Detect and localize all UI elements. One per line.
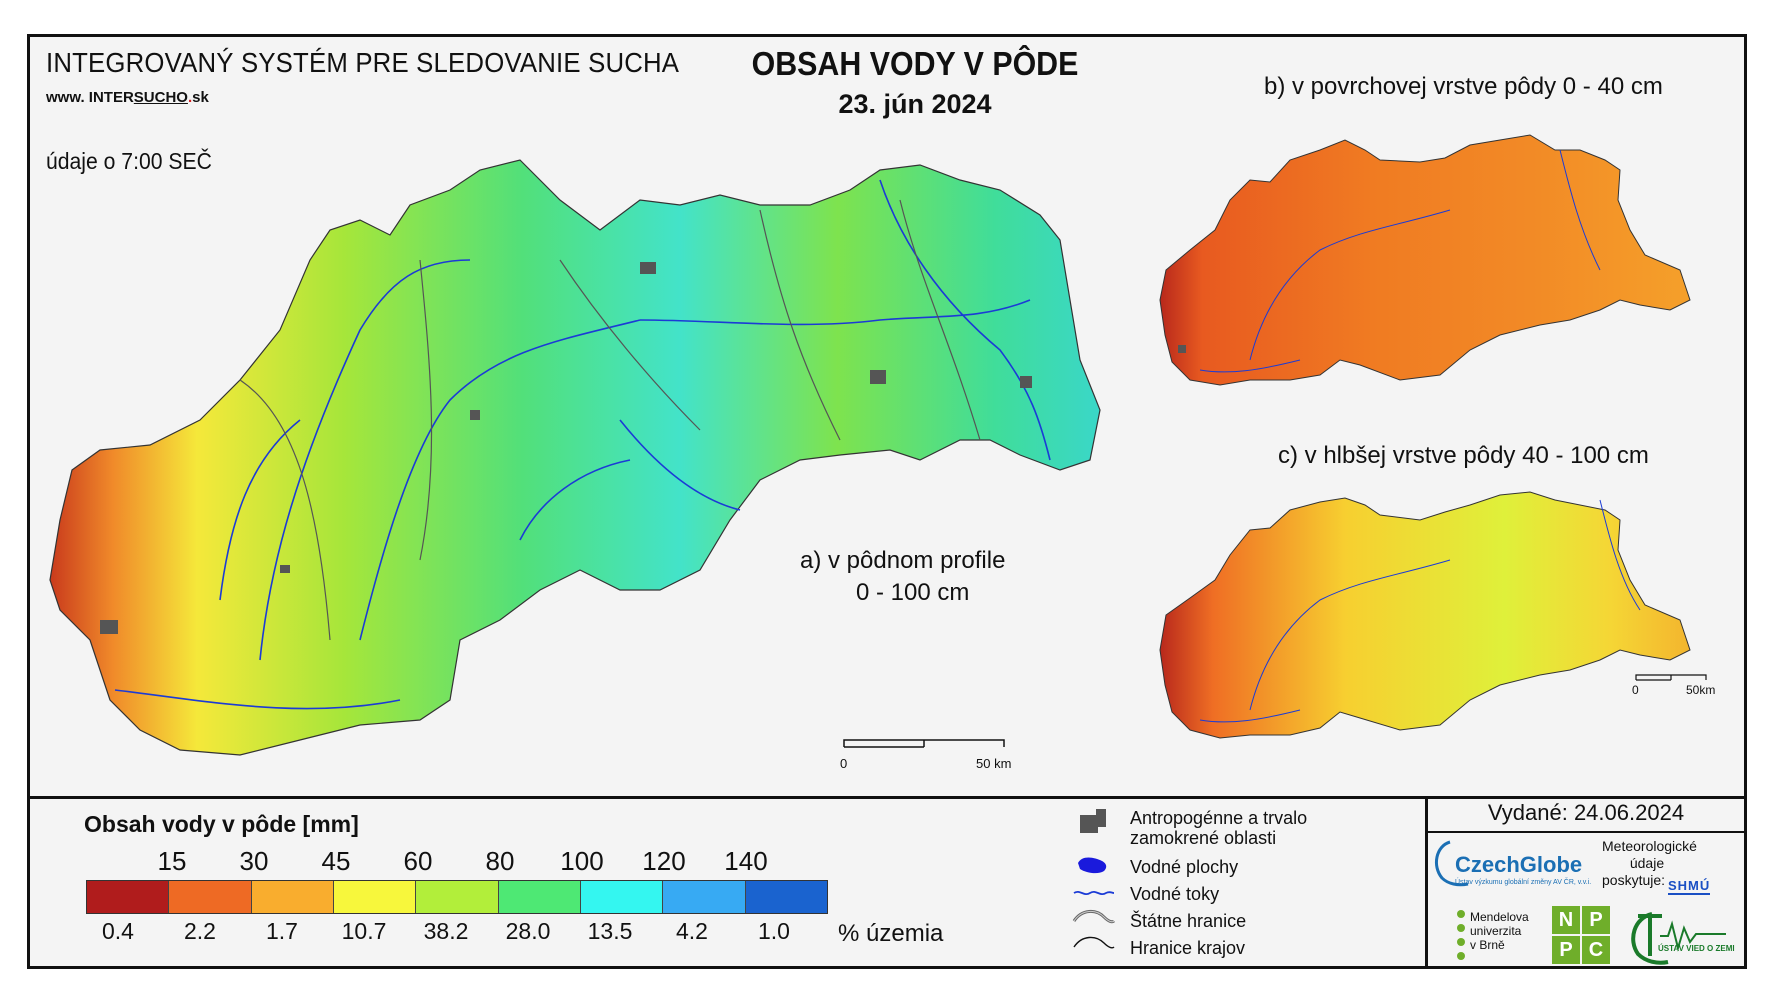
- scale-small-zero: 0: [1632, 683, 1639, 697]
- urban-area-icon: [1080, 809, 1106, 833]
- map-a-slovakia: [49, 159, 1101, 756]
- legend-percent: 0.4: [102, 918, 134, 944]
- map-c-caption: c) v hlbšej vrstve pôdy 40 - 100 cm: [1278, 442, 1649, 469]
- nppc-letter: P: [1582, 906, 1610, 934]
- legend-threshold: 30: [239, 846, 269, 876]
- meteo-line2: údaje: [1629, 855, 1665, 871]
- mendel-dots-icon: [1457, 910, 1465, 960]
- meteo-line3: poskytuje:: [1602, 872, 1666, 888]
- system-title: INTEGROVANÝ SYSTÉM PRE SLEDOVANIE SUCHA: [46, 47, 680, 78]
- site-dot: .: [187, 89, 193, 106]
- nppc-letter: N: [1552, 906, 1580, 934]
- map-a-caption-line2: 0 - 100 cm: [856, 579, 970, 606]
- legend-anthropogenic-line2: zamokrené oblasti: [1130, 828, 1277, 848]
- scale-small-end: 50km: [1686, 683, 1716, 697]
- map-b-caption: b) v povrchovej vrstve pôdy 0 - 40 cm: [1264, 73, 1663, 100]
- mendel-line1: Mendelova: [1470, 910, 1529, 924]
- nppc-letter: P: [1552, 936, 1580, 964]
- map-date: 23. jún 2024: [838, 89, 992, 119]
- legend-percent: 1.7: [266, 918, 298, 944]
- map-a-borders: [239, 199, 981, 641]
- czechglobe-logo: CzechGlobe: [1455, 852, 1583, 877]
- nppc-letter: C: [1582, 936, 1610, 964]
- legend-class-3: [251, 881, 334, 913]
- legend-class-5: [416, 881, 499, 913]
- site-suffix: sk: [192, 89, 209, 106]
- legend-rivers: Vodné toky: [1130, 884, 1220, 904]
- legend-threshold: 45: [321, 846, 351, 876]
- legend-class-1: [87, 881, 170, 913]
- legend-title: Obsah vody v pôde [mm]: [84, 811, 359, 837]
- region-border-icon: [1073, 936, 1115, 949]
- water-body-icon: [1078, 857, 1107, 874]
- site-prefix: www. INTER: [46, 89, 134, 106]
- legend-divider: [27, 796, 1747, 799]
- map-c-slovakia: [1159, 491, 1691, 739]
- issued-date: Vydané: 24.06.2024: [1487, 800, 1685, 825]
- issued-divider: [1425, 831, 1747, 833]
- map-b-urban: [1178, 345, 1186, 353]
- state-border-inner-icon: [1073, 911, 1115, 923]
- legend-percent: 28.0: [505, 918, 551, 944]
- meteo-line1: Meteorologické: [1602, 838, 1697, 854]
- legend-percent: 13.5: [587, 918, 633, 944]
- map-b-rivers: [1199, 149, 1601, 373]
- meteo-credit: Meteorologické údaje poskytuje:: [1602, 838, 1697, 889]
- legend-threshold: 60: [403, 846, 433, 876]
- legend-threshold: 80: [485, 846, 515, 876]
- map-a-caption-line1: a) v pôdnom profile: [800, 547, 1006, 574]
- legend-percent: 10.7: [341, 918, 387, 944]
- main-title: OBSAH VODY V PÔDE: [751, 45, 1079, 82]
- map-a-urban-areas: [100, 262, 1032, 634]
- legend-anthropogenic-line1: Antropogénne a trvalo: [1130, 808, 1308, 828]
- legend-percent: 4.2: [676, 918, 708, 944]
- shmu-logo: SHMÚ: [1668, 878, 1711, 895]
- mendel-logo: Mendelova univerzita v Brně: [1470, 910, 1529, 952]
- legend-percent: 2.2: [184, 918, 216, 944]
- site-link[interactable]: www. INTERSUCHO.sk: [46, 89, 209, 106]
- data-time: údaje o 7:00 SEČ: [46, 148, 212, 174]
- scale-bar-small: [1635, 674, 1707, 681]
- legend-class-6: [498, 881, 581, 913]
- czechglobe-subtitle: Ústav výzkumu globální změny AV ČR, v.v.…: [1455, 879, 1592, 886]
- legend-region-borders: Hranice krajov: [1130, 938, 1246, 958]
- legend-class-9: [745, 881, 827, 913]
- uvz-logo-graphic: [1631, 912, 1726, 965]
- legend-percent: 38.2: [423, 918, 469, 944]
- legend-state-borders: Štátne hranice: [1130, 911, 1247, 931]
- legend-colorbar: [86, 880, 828, 914]
- legend-class-4: [333, 881, 417, 913]
- legend-percent: 1.0: [758, 918, 790, 944]
- uvz-logo-text: ÚSTAV VIED O ZEMI: [1658, 944, 1735, 953]
- legend-class-2: [169, 881, 252, 913]
- river-icon: [1073, 890, 1115, 896]
- nppc-logo: N P P C: [1552, 906, 1610, 964]
- czechglobe-logo-shape: [1434, 840, 1469, 887]
- footer-divider: [1425, 796, 1428, 969]
- legend-water-bodies: Vodné plochy: [1130, 857, 1239, 877]
- map-a-rivers: [114, 179, 1051, 710]
- symbol-legend-icons: [1072, 809, 1116, 949]
- mendel-line2: univerzita: [1470, 924, 1522, 938]
- map-c-rivers: [1199, 499, 1641, 723]
- legend-threshold: 120: [642, 846, 686, 876]
- scale-main-zero: 0: [840, 756, 848, 771]
- scale-bar-main: [843, 739, 1005, 748]
- legend-threshold: 140: [724, 846, 768, 876]
- legend-class-7: [580, 881, 664, 913]
- scale-main-end: 50 km: [976, 756, 1012, 771]
- legend-threshold: 15: [157, 846, 187, 876]
- map-b-slovakia: [1159, 134, 1691, 386]
- legend-threshold: 100: [560, 846, 604, 876]
- legend-percent-unit: % územia: [838, 920, 944, 947]
- site-sucho: SUCHO: [133, 89, 188, 106]
- mendel-line3: v Brně: [1470, 938, 1505, 952]
- legend-class-8: [663, 881, 746, 913]
